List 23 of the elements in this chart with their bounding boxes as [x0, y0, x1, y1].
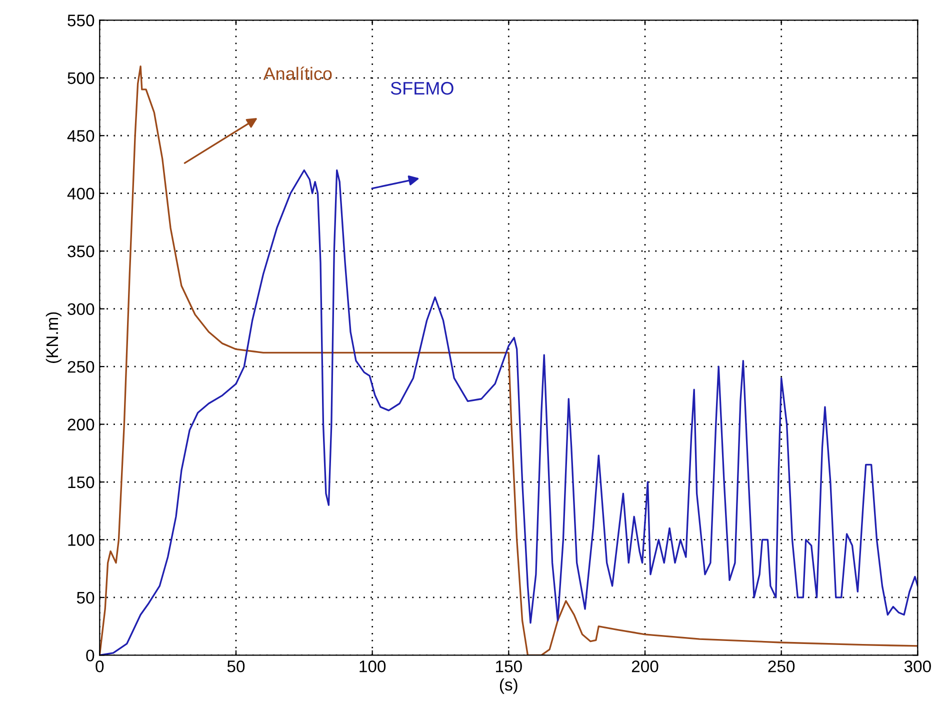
x-tick-label: 300 [904, 660, 931, 672]
annotation: SFEMO [390, 82, 454, 95]
x-tick-label: 50 [227, 660, 245, 672]
y-tick-label: 450 [67, 130, 94, 142]
y-tick-label: 500 [68, 72, 94, 84]
x-tick-label: 0 [96, 660, 104, 672]
x-tick-label: 200 [632, 660, 658, 672]
y-tick-label: 400 [67, 188, 94, 200]
y-tick-label: 150 [68, 476, 94, 488]
y-tick-label: 350 [68, 245, 94, 258]
y-tick-label: 200 [68, 418, 94, 430]
x-tick-label: 100 [360, 660, 386, 672]
y-tick-label: 100 [68, 534, 94, 546]
x-tick-label: 250 [768, 660, 795, 672]
y-tick-label: 250 [68, 360, 94, 373]
annotation: Analítico [263, 66, 332, 80]
x-axis-title: (s) [500, 678, 518, 694]
x-tick-label: 150 [496, 660, 522, 672]
y-tick-label: 550 [68, 14, 94, 26]
y-tick-label: 300 [68, 303, 94, 316]
y-tick-label: 0 [86, 650, 94, 662]
y-axis-title: (KN.m) [46, 312, 62, 364]
y-tick-label: 50 [76, 592, 94, 604]
